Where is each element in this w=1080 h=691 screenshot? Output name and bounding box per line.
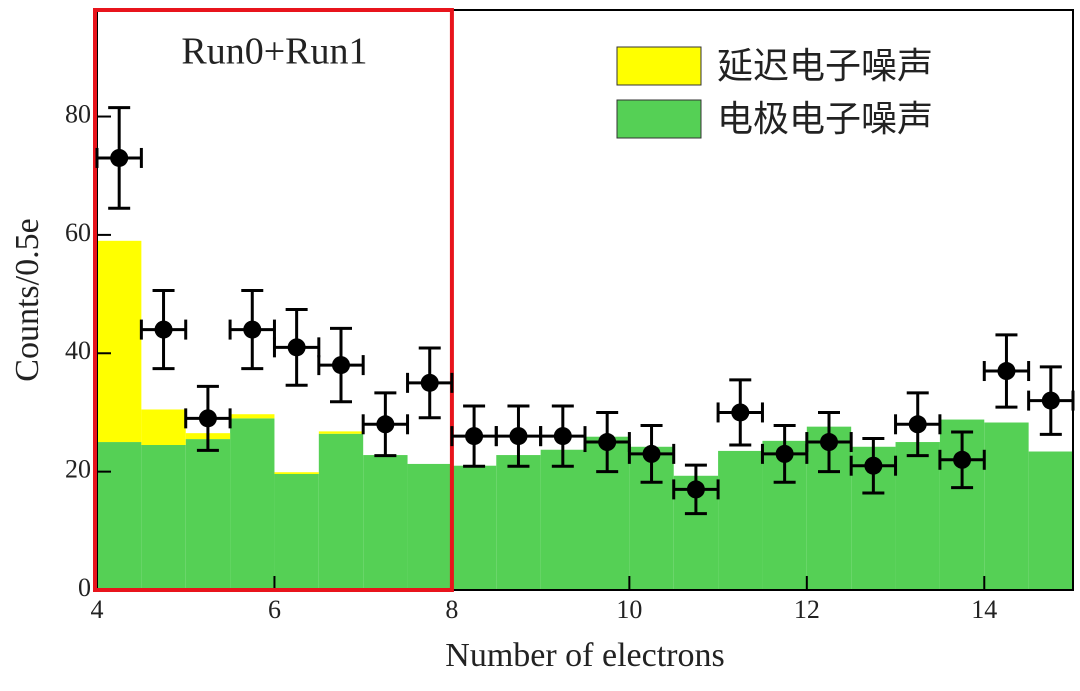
bar (407, 463, 452, 590)
data-point (243, 320, 262, 339)
x-tick-label: 4 (91, 595, 104, 624)
data-point (1041, 391, 1060, 410)
bar (97, 442, 142, 590)
data-point (198, 409, 217, 428)
legend-label: 电极电子噪声 (717, 99, 933, 140)
bar (496, 455, 541, 590)
x-tick-label: 8 (445, 595, 458, 624)
highlight-label: Run0+Run1 (181, 31, 367, 73)
highlight-box (93, 8, 454, 592)
bar (363, 455, 408, 590)
data-point (509, 427, 528, 446)
x-axis-label: Number of electrons (445, 637, 724, 674)
bar (141, 445, 186, 590)
data-point (775, 444, 794, 463)
data-point (110, 148, 129, 167)
y-tick-label: 20 (65, 455, 91, 484)
bar (318, 433, 364, 590)
bar (451, 465, 497, 590)
bar (318, 431, 364, 434)
data-point (287, 338, 306, 357)
bar (1028, 451, 1073, 590)
bar (185, 439, 231, 590)
y-axis-label: Counts/0.5e (9, 218, 46, 381)
bar (274, 472, 319, 474)
y-tick-label: 80 (65, 99, 91, 128)
data-point (465, 427, 484, 446)
bar (718, 450, 763, 590)
data-point (820, 433, 838, 452)
bar (984, 422, 1029, 590)
legend-swatch (616, 46, 702, 86)
bar (141, 409, 186, 445)
data-point (598, 433, 617, 452)
data-point (731, 403, 750, 422)
y-tick-label: 0 (78, 573, 91, 602)
data-point (864, 456, 883, 475)
data-point (420, 373, 439, 392)
y-tick-label: 60 (65, 218, 91, 247)
data-point (686, 480, 705, 499)
legend-swatch (616, 99, 702, 139)
x-tick-label: 10 (616, 595, 642, 624)
x-tick-label: 12 (794, 595, 820, 624)
data-point (953, 450, 972, 469)
bar (540, 449, 585, 590)
bar (895, 442, 940, 590)
data-point (154, 320, 173, 339)
data-point (332, 356, 350, 375)
data-point (553, 427, 572, 446)
bar (97, 240, 142, 443)
data-point (908, 415, 927, 434)
data-point (642, 444, 661, 463)
legend-label: 延迟电子噪声 (717, 46, 933, 87)
bar (274, 474, 319, 590)
bar (230, 414, 275, 419)
data-point (376, 415, 395, 434)
plot-frame (96, 9, 1074, 591)
y-tick-label: 40 (65, 336, 91, 365)
x-tick-label: 6 (268, 595, 281, 624)
bar (230, 418, 275, 590)
data-point (997, 362, 1016, 381)
x-tick-label: 14 (971, 595, 997, 624)
